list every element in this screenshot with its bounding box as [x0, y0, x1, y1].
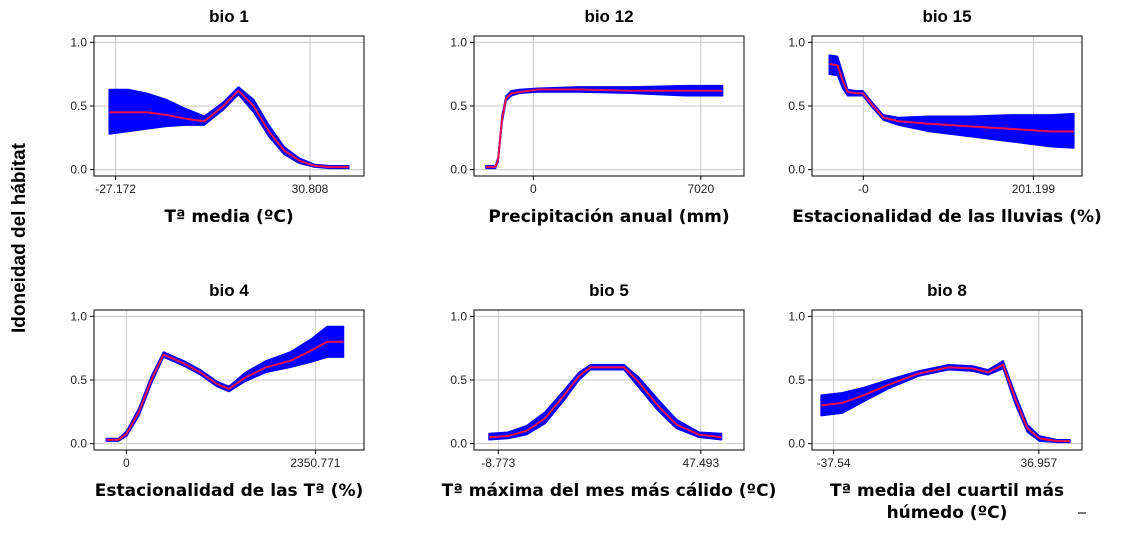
chart-svg: bio 15 0.0 0.5 1.0 -0 201.199 — [788, 7, 1083, 196]
y-tick-label: 1.0 — [450, 35, 467, 49]
chart-panel-2: bio 12 0.0 0.5 1.0 0 7020 Precipitación anual … — [414, 0, 774, 260]
mean-response-line — [106, 340, 344, 441]
x-tick-label: -8.773 — [481, 456, 515, 470]
confidence-band — [488, 363, 723, 441]
chart-svg: bio 12 0.0 0.5 1.0 0 7020 — [450, 7, 745, 196]
chart-title: bio 12 — [584, 7, 633, 26]
x-axis-label-line: húmedo (ºC) — [886, 503, 1008, 523]
x-axis-label-line: Precipitación anual (mm) — [488, 207, 730, 227]
y-tick-label: 0.5 — [70, 99, 87, 113]
x-axis-label: Estacionalidad de las lluvias (%) — [767, 206, 1126, 228]
y-tick-label: 0.5 — [788, 373, 805, 387]
chart-svg: bio 1 0.0 0.5 1.0 -27.172 30.808 — [70, 7, 365, 196]
chart-panel-6: bio 8 0.0 0.5 1.0 -37.54 36.957 Tª media del c… — [752, 274, 1112, 534]
y-tick-label: 0.5 — [788, 99, 805, 113]
y-tick-label: 0.0 — [450, 163, 467, 177]
confidence-band — [105, 325, 345, 442]
confidence-band — [820, 360, 1071, 444]
chart-panel-5: bio 5 0.0 0.5 1.0 -8.773 47.493 Tª máxima del … — [414, 274, 777, 534]
global-y-axis-label: Idoneidad del hábitat — [9, 142, 30, 334]
y-tick-label: 0.5 — [450, 99, 467, 113]
x-tick-label: -0 — [858, 182, 869, 196]
x-axis-label-line: Estacionalidad de las lluvias (%) — [792, 207, 1102, 227]
x-tick-label: -27.172 — [95, 182, 136, 196]
chart-panel-4: bio 4 0.0 0.5 1.0 0 2350.771 Estacionalidad de… — [34, 274, 394, 534]
confidence-band — [485, 84, 724, 170]
chart-title: bio 8 — [927, 281, 967, 300]
mean-response-line — [488, 366, 722, 439]
y-tick-label: 0.0 — [788, 437, 805, 451]
chart-title: bio 1 — [209, 7, 249, 26]
y-tick-label: 0.5 — [450, 373, 467, 387]
x-axis-label: Precipitación anual (mm) — [429, 206, 789, 228]
mean-response-line — [829, 63, 1074, 133]
x-tick-label: 201.199 — [1012, 182, 1056, 196]
stray-dash-mark — [1078, 512, 1086, 514]
x-axis-label-line: Estacionalidad de las Tª (%) — [94, 481, 364, 501]
x-tick-label: 2350.771 — [290, 456, 340, 470]
x-axis-label-line: Tª media del cuartil más — [829, 481, 1065, 501]
x-axis-label: Tª máxima del mes más cálido (ºC) — [429, 480, 789, 502]
chart-svg: bio 8 0.0 0.5 1.0 -37.54 36.957 — [788, 281, 1083, 470]
x-tick-label: 47.493 — [682, 456, 719, 470]
chart-panel-1: bio 1 0.0 0.5 1.0 -27.172 30.808 Tª media (ºC) — [34, 0, 394, 260]
chart-title: bio 15 — [922, 7, 971, 26]
y-tick-label: 1.0 — [788, 35, 805, 49]
x-tick-label: 0 — [530, 182, 537, 196]
y-tick-label: 1.0 — [70, 309, 87, 323]
chart-svg: bio 5 0.0 0.5 1.0 -8.773 47.493 — [450, 281, 745, 470]
mean-response-line — [486, 88, 723, 169]
y-tick-label: 1.0 — [788, 309, 805, 323]
x-axis-label: Tª media (ºC) — [49, 206, 409, 228]
chart-svg: bio 4 0.0 0.5 1.0 0 2350.771 — [70, 281, 365, 470]
mean-response-line — [109, 89, 349, 169]
y-tick-label: 0.5 — [70, 373, 87, 387]
confidence-band — [828, 54, 1075, 149]
chart-panel-3: bio 15 0.0 0.5 1.0 -0 201.199 Estacionalidad d… — [752, 0, 1112, 260]
x-tick-label: 7020 — [687, 182, 714, 196]
y-tick-label: 0.0 — [788, 163, 805, 177]
x-axis-label: Tª media del cuartil más húmedo (ºC) — [767, 480, 1126, 524]
mean-response-line — [820, 363, 1070, 443]
x-tick-label: 30.808 — [292, 182, 329, 196]
x-axis-label: Estacionalidad de las Tª (%) — [49, 480, 409, 502]
x-tick-label: -37.54 — [817, 456, 851, 470]
chart-title: bio 5 — [589, 281, 629, 300]
x-tick-label: 0 — [123, 456, 130, 470]
x-axis-label-line: Tª máxima del mes más cálido (ºC) — [441, 481, 777, 501]
y-tick-label: 0.0 — [450, 437, 467, 451]
x-axis-label-line: Tª media (ºC) — [164, 207, 294, 227]
confidence-band — [108, 86, 350, 170]
y-tick-label: 1.0 — [450, 309, 467, 323]
y-tick-label: 0.0 — [70, 163, 87, 177]
x-tick-label: 36.957 — [1020, 456, 1057, 470]
y-tick-label: 1.0 — [70, 35, 87, 49]
chart-title: bio 4 — [209, 281, 249, 300]
y-tick-label: 0.0 — [70, 437, 87, 451]
